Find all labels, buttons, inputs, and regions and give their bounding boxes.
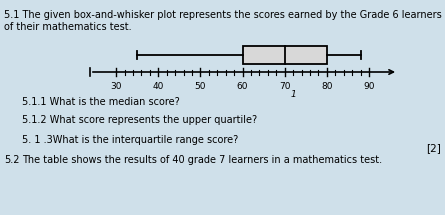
Text: The table shows the results of 40 grade 7 learners in a mathematics test.: The table shows the results of 40 grade … — [22, 155, 382, 165]
Bar — [243, 46, 327, 64]
Text: 5.1.2 What score represents the upper quartile?: 5.1.2 What score represents the upper qu… — [22, 115, 257, 125]
Text: 70: 70 — [279, 82, 291, 91]
Text: 80: 80 — [321, 82, 332, 91]
Text: of their mathematics test.: of their mathematics test. — [4, 22, 132, 32]
Text: 60: 60 — [237, 82, 248, 91]
Text: 5.2: 5.2 — [4, 155, 20, 165]
Text: 40: 40 — [153, 82, 164, 91]
Text: 90: 90 — [363, 82, 375, 91]
Text: 5.1.1 What is the median score?: 5.1.1 What is the median score? — [22, 97, 180, 107]
Text: 1: 1 — [290, 90, 296, 99]
Text: 5.1 The given box-and-whisker plot represents the scores earned by the Grade 6 l: 5.1 The given box-and-whisker plot repre… — [4, 10, 445, 20]
Text: 5. 1 .3What is the interquartile range score?: 5. 1 .3What is the interquartile range s… — [22, 135, 238, 145]
Text: 30: 30 — [110, 82, 122, 91]
Text: [2]: [2] — [426, 143, 441, 153]
Text: 50: 50 — [194, 82, 206, 91]
